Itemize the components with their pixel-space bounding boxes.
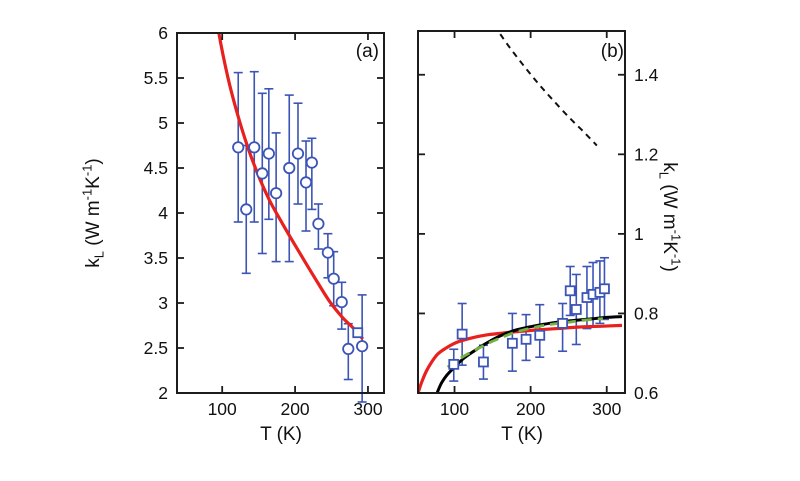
panel-a-xaxis-title: T (K): [260, 424, 302, 445]
ylabel-subscript: L: [656, 171, 672, 179]
ylabel-unit-open: (W m: [82, 200, 104, 252]
ylabel-unit-mid: K: [82, 176, 104, 189]
panel-b-ytick-label: 0.8: [634, 303, 658, 323]
panel-b-xtick-label: 100: [440, 399, 469, 419]
panel-b-ytick-label: 1.4: [634, 65, 659, 85]
panel-a-xtick-label: 100: [208, 399, 237, 419]
panel-b-ytick-label: 1.2: [634, 144, 658, 164]
ylabel-unit-mid: K: [659, 241, 681, 254]
panel-b-ytick-label: 1: [634, 224, 644, 244]
panel-a-ytick-label: 6: [158, 23, 168, 43]
ylabel-exponent-2: -1: [79, 164, 95, 177]
ylabel-exponent-1: -1: [668, 229, 684, 242]
ylabel-unit-open: (W m: [659, 178, 681, 230]
ylabel-symbol: k: [659, 162, 681, 172]
ylabel-unit-close: ): [82, 158, 104, 165]
ylabel-exponent-1: -1: [79, 188, 95, 201]
ylabel-subscript: L: [91, 251, 107, 259]
panel-a-ytick-label: 5.5: [144, 68, 168, 88]
panel-b-xtick-label: 300: [592, 399, 621, 419]
panel-a-ytick-label: 5: [158, 113, 168, 133]
panel-a-ytick-label: 4: [158, 203, 168, 223]
panel-a-xtick-label: 300: [353, 399, 382, 419]
panel-a-ytick-label: 4.5: [144, 158, 168, 178]
panel-a-ytick-label: 3: [158, 293, 168, 313]
panel-a-ytick-label: 3.5: [144, 248, 168, 268]
ylabel-symbol: k: [82, 258, 104, 268]
ylabel-exponent-2: -1: [668, 253, 684, 266]
panel-a-plot: 100 200 300 2 2.5 3 3.5 4 4.5 5 5.5 6: [144, 23, 385, 419]
panel-b-xtick-label: 200: [516, 399, 545, 419]
panel-a-yaxis-title: kL (W m-1K-1): [79, 158, 106, 268]
panel-a-xtick-label: 200: [280, 399, 309, 419]
panel-b-yaxis-title: kL (W m-1K-1): [656, 162, 683, 272]
panel-a-ytick-label: 2.5: [144, 338, 168, 358]
panel-b-label: (b): [600, 41, 624, 62]
panel-b-ytick-label: 0.6: [634, 383, 658, 403]
ylabel-unit-close: ): [659, 265, 681, 272]
panel-b-plot: 100 200 300 0.6 0.8 1 1.2 1.4: [417, 30, 659, 419]
panel-b-xaxis-title: T (K): [501, 424, 543, 445]
panel-a-ytick-label: 2: [158, 383, 168, 403]
panel-a-label: (a): [355, 41, 379, 62]
